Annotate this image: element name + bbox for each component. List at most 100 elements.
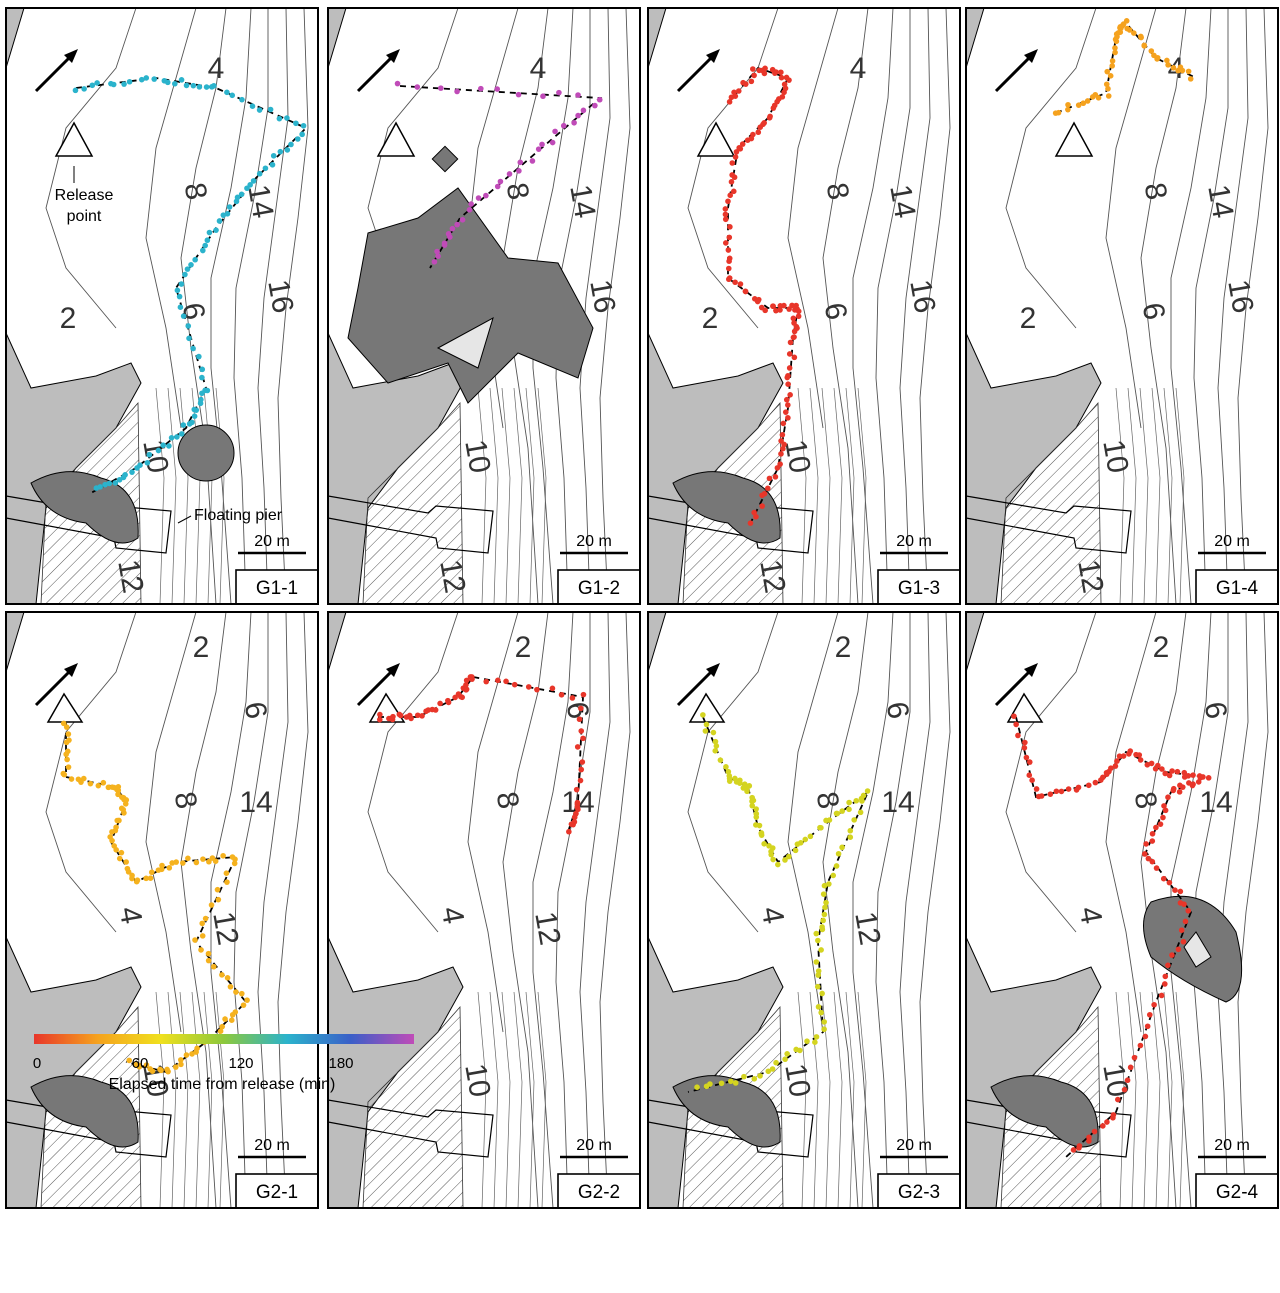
plume-area <box>177 424 235 482</box>
drifter-position-point <box>1177 782 1183 789</box>
drifter-position-point <box>1162 981 1168 987</box>
drifter-position-point <box>1033 786 1040 792</box>
drifter-position-point <box>113 847 119 853</box>
drifter-position-point <box>1091 1128 1098 1135</box>
drifter-position-point <box>438 85 444 91</box>
drifter-position-point <box>224 975 231 981</box>
drifter-position-point <box>250 178 257 184</box>
drifter-position-point <box>1029 777 1035 784</box>
drifter-position-point <box>1053 788 1060 795</box>
depth-contour <box>787 612 839 1033</box>
drifter-position-point <box>727 224 733 230</box>
depth-label: 10 <box>458 1061 496 1100</box>
depth-contour <box>1163 991 1173 1208</box>
depth-contour <box>919 612 951 1208</box>
drifter-position-point <box>220 212 227 218</box>
drifter-position-point <box>780 420 787 427</box>
colorbar-tick-120: 120 <box>228 1055 253 1072</box>
drifter-position-point <box>164 1066 170 1073</box>
drifter-position-point <box>166 865 173 871</box>
drifter-position-point <box>178 281 185 287</box>
depth-label: 16 <box>1221 277 1259 316</box>
drifter-position-point <box>749 66 756 72</box>
drifter-position-point <box>1114 758 1120 764</box>
drifter-position-point <box>216 218 223 224</box>
wind-arrow-icon <box>356 51 398 93</box>
drifter-position-point <box>1086 1138 1092 1144</box>
drifter-position-point <box>256 170 263 177</box>
land-top <box>966 8 985 69</box>
drifter-position-point <box>494 86 501 92</box>
depth-contour <box>45 8 137 329</box>
drifter-position-point <box>1137 757 1144 763</box>
drifter-position-point <box>742 288 749 295</box>
drifter-position-point <box>703 1083 710 1090</box>
drifter-position-point <box>1143 841 1149 847</box>
drifter-position-point <box>178 1057 184 1063</box>
drifter-position-point <box>185 855 191 862</box>
drifter-position-point <box>447 234 453 240</box>
drifter-position-point <box>249 103 256 109</box>
drifter-position-point <box>540 93 546 100</box>
drifter-position-point <box>1162 973 1169 980</box>
drifter-position-point <box>1131 30 1137 36</box>
depth-contour <box>579 612 611 1208</box>
drifter-position-point <box>700 712 706 718</box>
depth-contour <box>833 991 843 1208</box>
drifter-position-point <box>761 841 767 847</box>
drifter-position-point <box>786 77 792 83</box>
colorbar-tick-60: 60 <box>132 1055 149 1072</box>
depth-contour <box>1151 387 1161 604</box>
depth-contour <box>1005 612 1097 933</box>
drifter-position-point <box>1169 952 1175 958</box>
depth-label: 4 <box>755 904 790 926</box>
depth-contour <box>899 612 931 1208</box>
drifter-position-point <box>376 716 383 723</box>
depth-label: 10 <box>1096 437 1134 476</box>
drifter-position-point <box>1179 67 1186 74</box>
drifter-position-point <box>116 476 123 483</box>
drifter-position-point <box>144 459 151 466</box>
drifter-position-point <box>1186 780 1192 786</box>
drifter-position-point <box>1137 1042 1144 1049</box>
drifter-position-point <box>1149 838 1156 844</box>
depth-label: 4 <box>208 52 225 85</box>
depth-contour <box>257 612 289 1208</box>
drifter-position-point <box>757 1073 763 1079</box>
drifter-position-point <box>793 323 800 330</box>
drifter-position-point <box>1146 1011 1153 1018</box>
drifter-position-point <box>1065 786 1072 792</box>
depth-label: 8 <box>810 789 845 811</box>
drifter-position-point <box>160 442 166 449</box>
drifter-position-point <box>739 141 746 147</box>
drifter-position-point <box>475 195 482 201</box>
drifter-position-point <box>566 828 572 835</box>
drifter-position-point <box>94 80 100 86</box>
drifter-position-point <box>1095 95 1102 101</box>
drifter-position-point <box>726 99 733 105</box>
plume-core <box>436 316 494 369</box>
drifter-position-point <box>277 148 284 155</box>
drifter-position-point <box>732 1080 739 1086</box>
drifter-position-point <box>1127 1064 1134 1071</box>
depth-contour <box>489 387 499 604</box>
drifter-position-point <box>749 802 756 809</box>
drifter-position-point <box>63 739 70 746</box>
drifter-position-point <box>434 248 440 255</box>
drifter-position-point <box>183 1052 190 1058</box>
drifter-position-point <box>558 691 565 698</box>
scale-bar-label: 20 m <box>1214 1137 1250 1154</box>
drifter-position-point <box>1190 772 1196 778</box>
depth-contour <box>579 8 611 604</box>
drifter-position-point <box>786 853 792 860</box>
drifter-position-point <box>116 817 122 824</box>
drifter-position-point <box>1151 1001 1157 1008</box>
drifter-position-point <box>110 81 117 88</box>
drifter-position-point <box>126 78 133 85</box>
depth-label: 2 <box>835 631 852 664</box>
drifter-position-point <box>575 112 581 119</box>
panel-label: G2-1 <box>256 1182 298 1203</box>
depth-contour <box>525 991 535 1208</box>
